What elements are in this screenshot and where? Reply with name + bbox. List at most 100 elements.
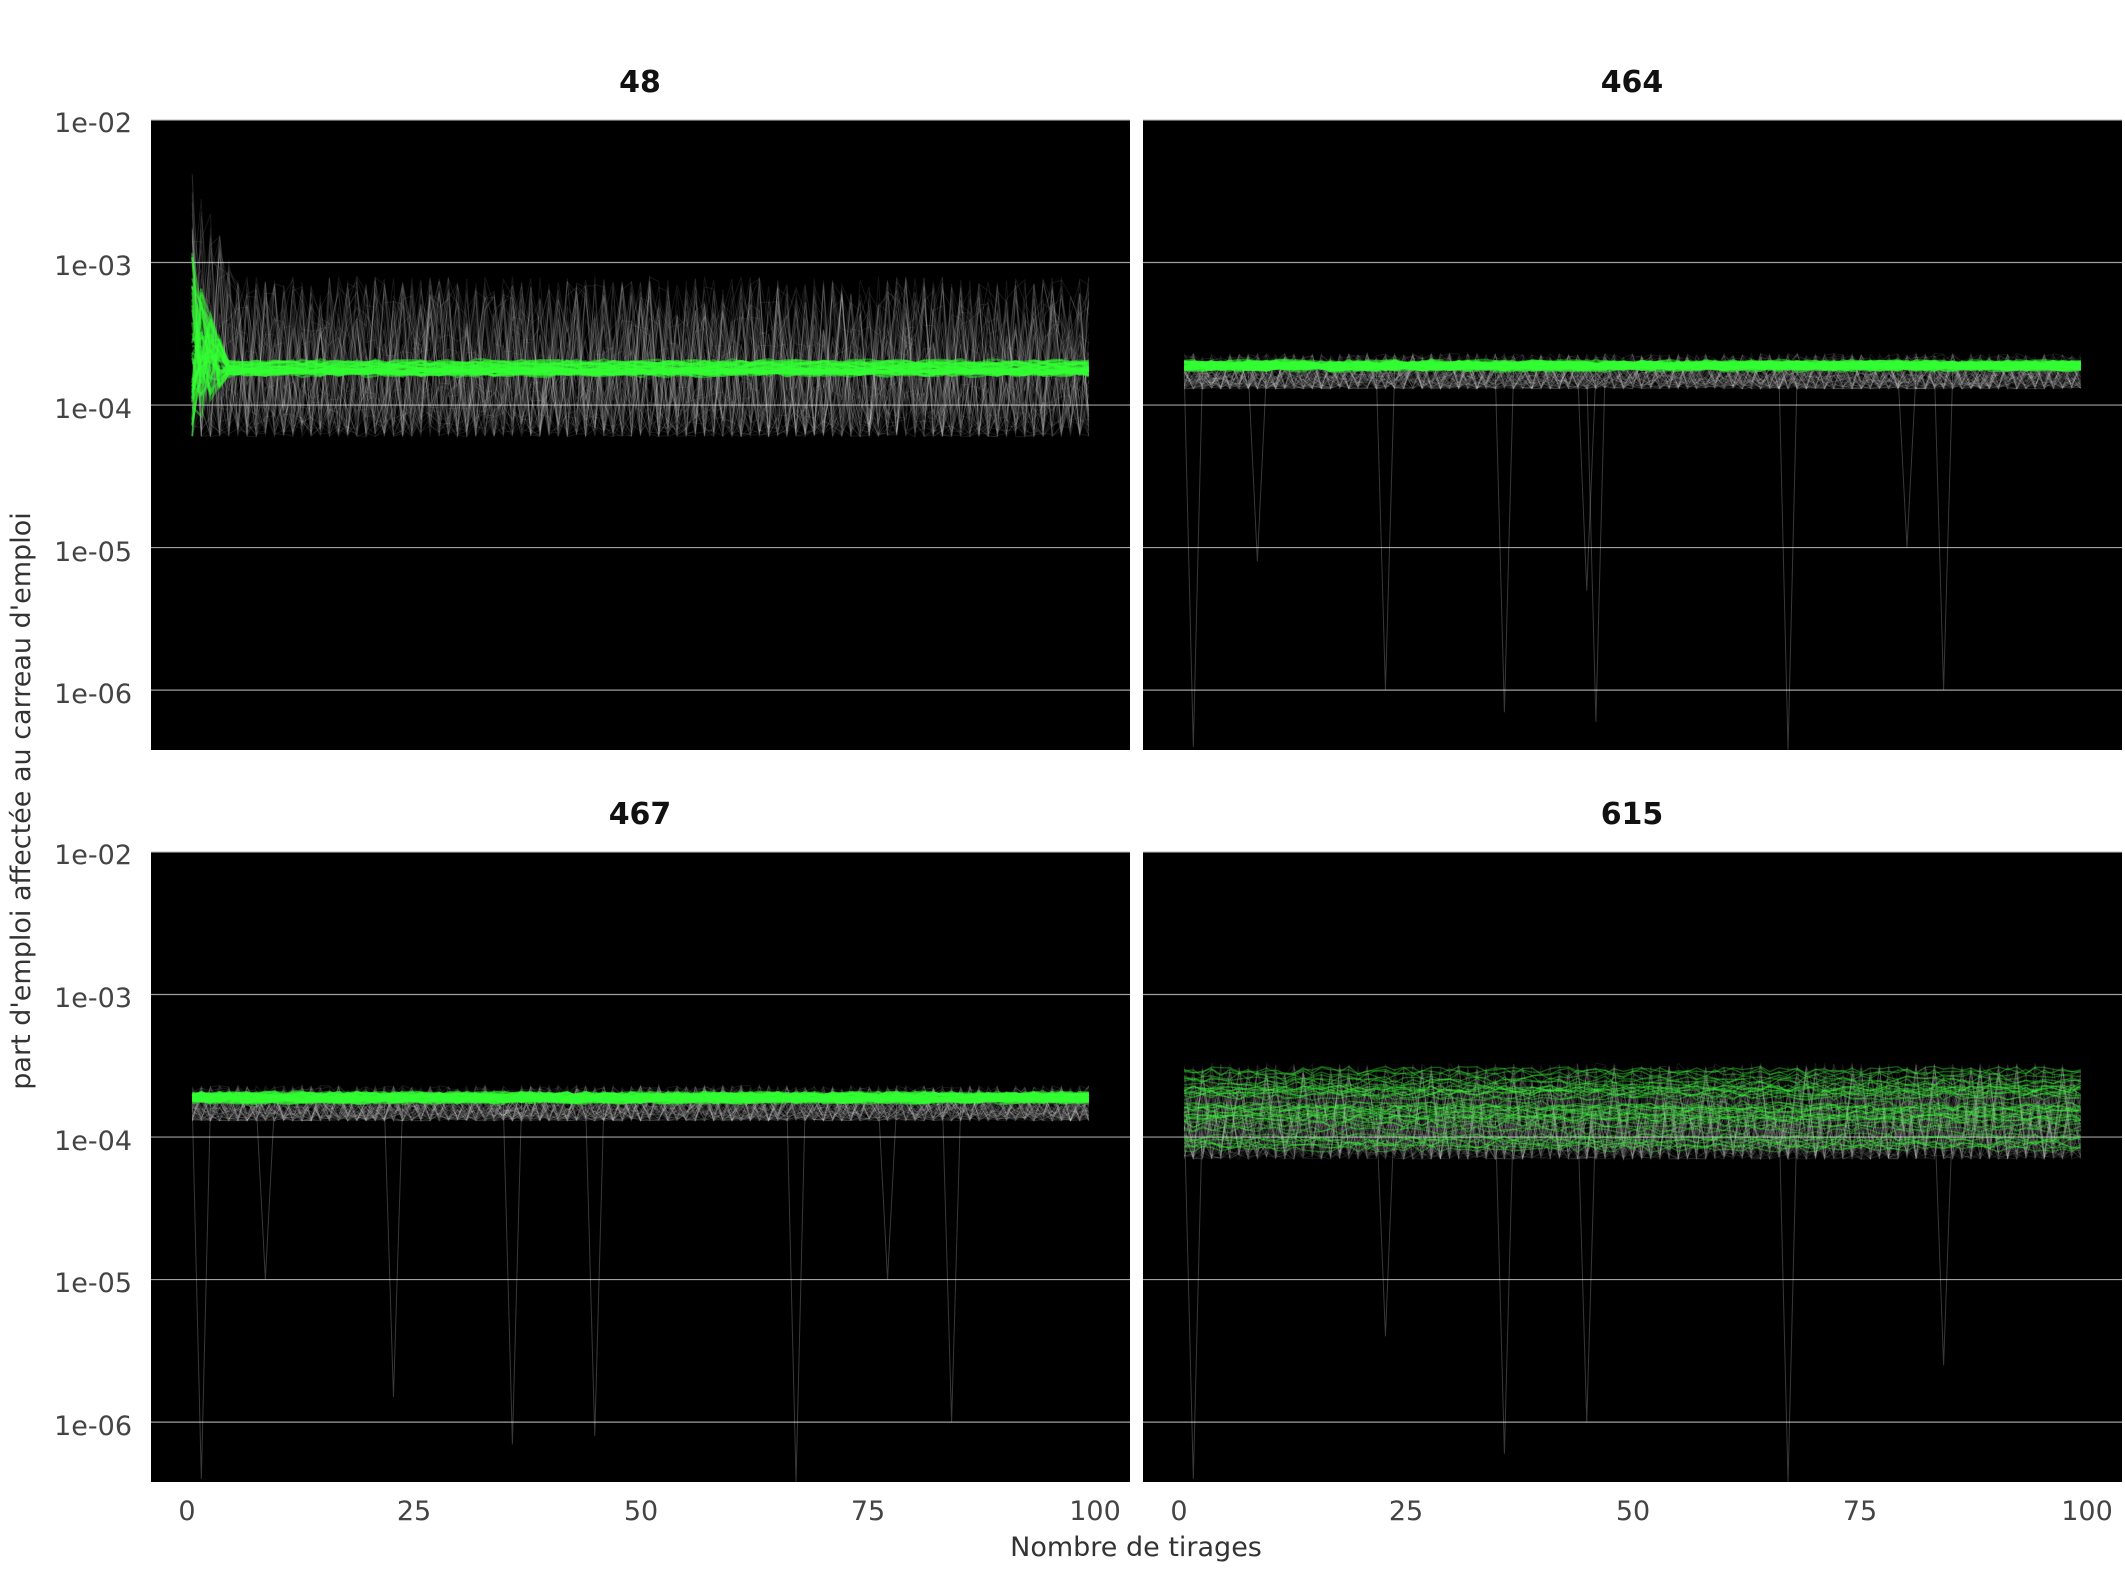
mean-line — [191, 1097, 1090, 1105]
mean-line — [1184, 364, 2082, 372]
simulation-line — [191, 1083, 1090, 1123]
simulation-line — [191, 238, 1090, 438]
simulation-line — [191, 1084, 1090, 1122]
mean-line — [1183, 360, 2081, 368]
simulation-line — [191, 1086, 1090, 1122]
mean-lines — [1183, 358, 2082, 374]
simulation-line — [191, 280, 1090, 438]
mean-line — [191, 1095, 1089, 1103]
mean-line — [191, 1097, 1089, 1106]
simulation-line — [191, 228, 1090, 439]
mean-line — [1183, 359, 2082, 368]
mean-line — [1183, 1066, 2081, 1076]
mean-line — [1184, 1108, 2082, 1118]
simulation-line — [1183, 354, 2082, 390]
simulation-line — [1183, 352, 2082, 390]
simulation-line — [1184, 1064, 2082, 1161]
simulation-line — [1183, 1065, 2082, 1161]
simulation-line — [191, 235, 1090, 438]
y-tick-label: 1e-06 — [54, 679, 132, 710]
simulation-line — [191, 276, 1090, 439]
simulation-line — [191, 1084, 1090, 1123]
simulation-line — [191, 241, 1090, 438]
mean-line — [192, 1091, 1089, 1099]
simulation-line — [191, 1084, 1090, 1122]
simulation-line — [191, 230, 1090, 437]
mean-line — [1184, 361, 2081, 369]
simulation-line — [1183, 1064, 2082, 1161]
simulation-line — [1183, 1063, 2082, 1160]
simulation-dip — [1494, 371, 1515, 713]
simulation-line — [1183, 352, 2082, 391]
x-axis-title: Nombre de tirages — [1010, 1532, 1262, 1563]
simulation-line — [192, 1084, 1089, 1123]
simulation-dip — [1247, 371, 1268, 562]
simulation-line — [1183, 1063, 2082, 1161]
mean-line — [1183, 1105, 2081, 1114]
x-tick-label: 75 — [851, 1496, 885, 1527]
mean-line — [191, 332, 1090, 379]
mean-line — [191, 286, 1089, 395]
simulation-line — [191, 1083, 1089, 1122]
mean-line — [1184, 359, 2081, 367]
simulation-lines — [1183, 1061, 2082, 1483]
simulation-line — [192, 240, 1090, 437]
simulation-line — [1184, 353, 2082, 391]
simulation-line — [191, 1086, 1089, 1123]
mean-line — [1183, 1135, 2082, 1145]
mean-line — [191, 294, 1089, 399]
simulation-line — [191, 1085, 1090, 1123]
simulation-lines — [191, 1083, 1090, 1483]
simulation-line — [191, 1084, 1090, 1122]
simulation-line — [191, 1084, 1090, 1122]
simulation-line — [191, 1084, 1090, 1122]
panel-background — [1143, 120, 2122, 750]
simulation-line — [1183, 1066, 2081, 1161]
simulation-line — [1183, 1061, 2082, 1161]
simulation-line — [1184, 351, 2082, 391]
simulation-line — [191, 1084, 1090, 1123]
mean-lines — [1183, 1065, 2082, 1154]
y-tick-label: 1e-03 — [54, 983, 132, 1014]
simulation-line — [1183, 1067, 2082, 1161]
simulation-line — [1183, 1061, 2081, 1161]
simulation-line — [191, 191, 1090, 437]
simulation-line — [1183, 352, 2082, 391]
mean-line — [191, 292, 1089, 373]
simulation-line — [1183, 1063, 2082, 1160]
simulation-line — [1183, 1063, 2082, 1161]
x-tick-label: 0 — [178, 1496, 195, 1527]
simulation-line — [1183, 1063, 2082, 1161]
simulation-line — [191, 237, 1090, 439]
simulation-line — [1183, 1064, 2081, 1162]
mean-line — [1183, 1102, 2081, 1111]
mean-line — [1184, 1103, 2081, 1113]
mean-line — [192, 1094, 1089, 1102]
facet-title: 615 — [1601, 797, 1664, 832]
mean-line — [191, 288, 1089, 391]
mean-line — [1184, 1109, 2081, 1118]
mean-line — [191, 332, 1090, 397]
simulation-line — [1183, 1064, 2082, 1160]
mean-line — [191, 334, 1090, 425]
simulation-line — [1183, 1062, 2082, 1161]
simulation-line — [1183, 1063, 2082, 1160]
simulation-line — [191, 1084, 1090, 1123]
mean-line — [192, 1090, 1089, 1098]
x-tick-label: 100 — [2061, 1496, 2113, 1527]
mean-line — [1183, 1083, 2081, 1093]
simulation-line — [1183, 1064, 2082, 1161]
simulation-line — [191, 249, 1090, 437]
simulation-line — [1183, 1066, 2082, 1161]
grid-lines — [1143, 851, 2122, 1423]
simulation-line — [1183, 354, 2081, 391]
simulation-line — [1183, 1062, 2082, 1161]
mean-line — [1184, 365, 2082, 373]
simulation-line — [1183, 1067, 2082, 1160]
mean-line — [1183, 1072, 2081, 1081]
simulation-line — [1183, 351, 2081, 391]
simulation-line — [1183, 1065, 2082, 1161]
simulation-line — [1183, 352, 2082, 391]
simulation-line — [1183, 351, 2082, 391]
mean-line — [191, 349, 1090, 394]
